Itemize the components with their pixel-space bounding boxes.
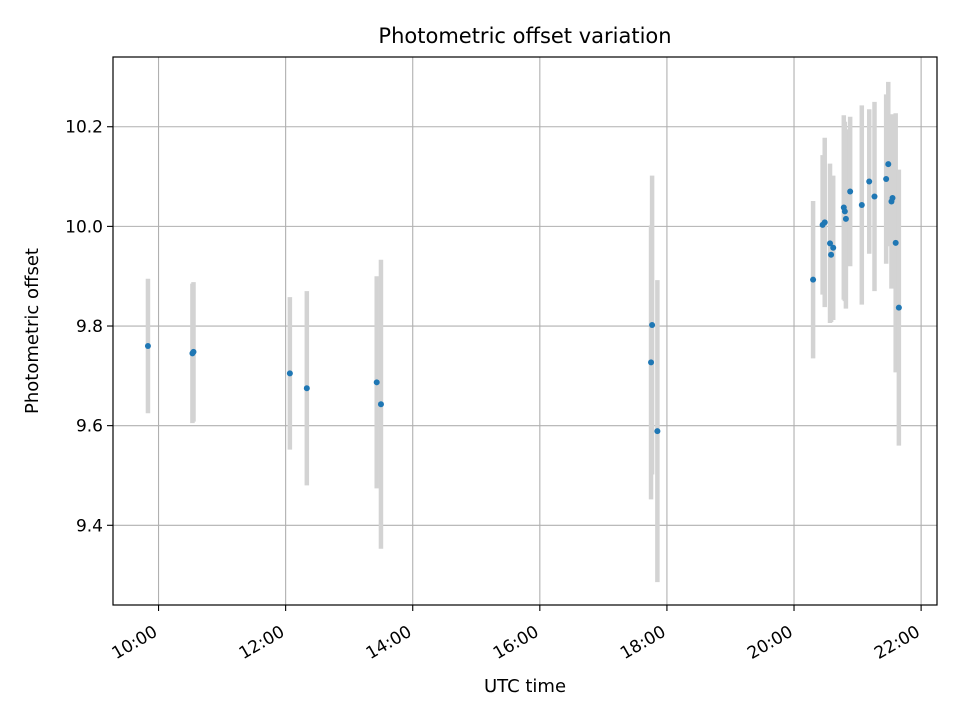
data-point <box>286 370 293 377</box>
data-point <box>892 239 899 246</box>
data-point <box>830 244 837 251</box>
y-axis-ticks: 9.4 9.6 9.8 10.0 10.2 <box>65 118 113 536</box>
plot-area-frame <box>112 56 938 606</box>
data-point <box>144 342 151 349</box>
data-point <box>190 348 197 355</box>
data-point <box>866 178 873 185</box>
y-axis-label: Photometric offset <box>22 248 43 414</box>
x-axis-label: UTC time <box>484 676 566 697</box>
data-point <box>885 161 892 168</box>
data-point <box>895 304 902 311</box>
data-point <box>810 276 817 283</box>
x-tick-label: 20:00 <box>744 622 796 664</box>
data-point <box>883 176 890 183</box>
data-points <box>144 161 902 435</box>
data-point <box>648 359 655 366</box>
data-point <box>828 251 835 258</box>
grid <box>113 57 937 605</box>
x-tick-label: 16:00 <box>490 622 542 664</box>
x-tick-label: 12:00 <box>236 622 288 664</box>
data-point <box>827 240 834 247</box>
x-axis-ticks: 10:00 12:00 14:00 16:00 18:00 20:00 22:00 <box>109 605 924 664</box>
data-point <box>821 219 828 226</box>
x-tick-label: 14:00 <box>363 622 415 664</box>
x-tick-label: 18:00 <box>617 622 669 664</box>
error-bars <box>145 81 902 583</box>
data-point <box>841 208 848 215</box>
data-point <box>842 215 849 222</box>
data-point <box>303 385 310 392</box>
data-point <box>858 201 865 208</box>
y-tick-label: 9.8 <box>76 317 103 337</box>
data-point <box>871 193 878 200</box>
chart-title: Photometric offset variation <box>378 24 671 48</box>
x-tick-label: 10:00 <box>109 622 161 664</box>
data-point <box>377 401 384 408</box>
data-point <box>654 428 661 435</box>
data-point <box>889 194 896 201</box>
x-tick-label: 22:00 <box>871 622 923 664</box>
y-tick-label: 9.4 <box>76 516 103 536</box>
data-point <box>847 188 854 195</box>
y-tick-label: 10.0 <box>65 217 103 237</box>
y-tick-label: 9.6 <box>76 417 103 437</box>
data-point <box>373 379 380 386</box>
data-point <box>649 322 656 329</box>
y-tick-label: 10.2 <box>65 118 103 138</box>
